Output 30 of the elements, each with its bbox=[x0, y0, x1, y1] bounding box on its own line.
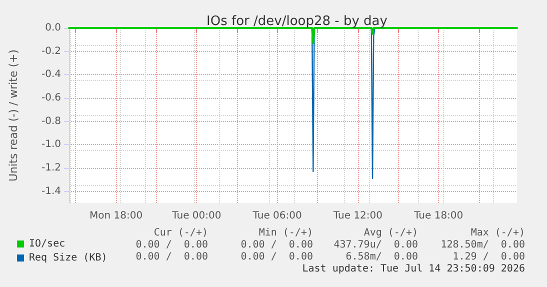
text: Cur (-/+) bbox=[154, 228, 208, 238]
text: 128.50m/ 0.00 bbox=[440, 240, 525, 250]
legend-label: IO/sec bbox=[29, 238, 66, 250]
x-tick-label: Tue 12:00 bbox=[332, 210, 382, 222]
text: 437.79u/ 0.00 bbox=[334, 240, 418, 250]
y-tick-label: -0.4 bbox=[41, 69, 61, 80]
y-tick-label: -0.8 bbox=[41, 116, 61, 127]
chart-title: IOs for /dev/loop28 - by day bbox=[206, 14, 388, 29]
x-tick-label: Tue 00:00 bbox=[171, 210, 222, 222]
legend-label: Req Size (KB) bbox=[29, 252, 108, 264]
text: Max (-/+) bbox=[470, 228, 525, 238]
y-tick-label: -1.4 bbox=[41, 186, 61, 197]
x-tick-label: Mon 18:00 bbox=[89, 210, 143, 222]
y-tick-label: -0.2 bbox=[41, 46, 61, 57]
text: 0.00 / 0.00 bbox=[240, 252, 313, 262]
text: 0.00 / 0.00 bbox=[136, 252, 208, 262]
text: 6.58m/ 0.00 bbox=[346, 252, 418, 262]
text: Min (-/+) bbox=[258, 228, 313, 238]
y-tick-label: -1.2 bbox=[41, 162, 61, 174]
y-tick-label: 0.0 bbox=[45, 22, 61, 34]
text: 1.29 / 0.00 bbox=[452, 252, 525, 262]
text: Avg (-/+) bbox=[364, 228, 418, 238]
y-axis-title: Units read (-) / write (+) bbox=[7, 49, 20, 182]
text: Last update: Tue Jul 14 23:50:09 2026 bbox=[302, 264, 525, 274]
y-tick-label: -0.6 bbox=[41, 92, 61, 104]
x-tick-label: Tue 06:00 bbox=[252, 210, 302, 222]
y-tick-label: -1.0 bbox=[41, 139, 61, 150]
text: 0.00 / 0.00 bbox=[136, 240, 208, 250]
text: 0.00 / 0.00 bbox=[240, 240, 313, 250]
x-tick-label: Tue 18:00 bbox=[413, 210, 464, 222]
